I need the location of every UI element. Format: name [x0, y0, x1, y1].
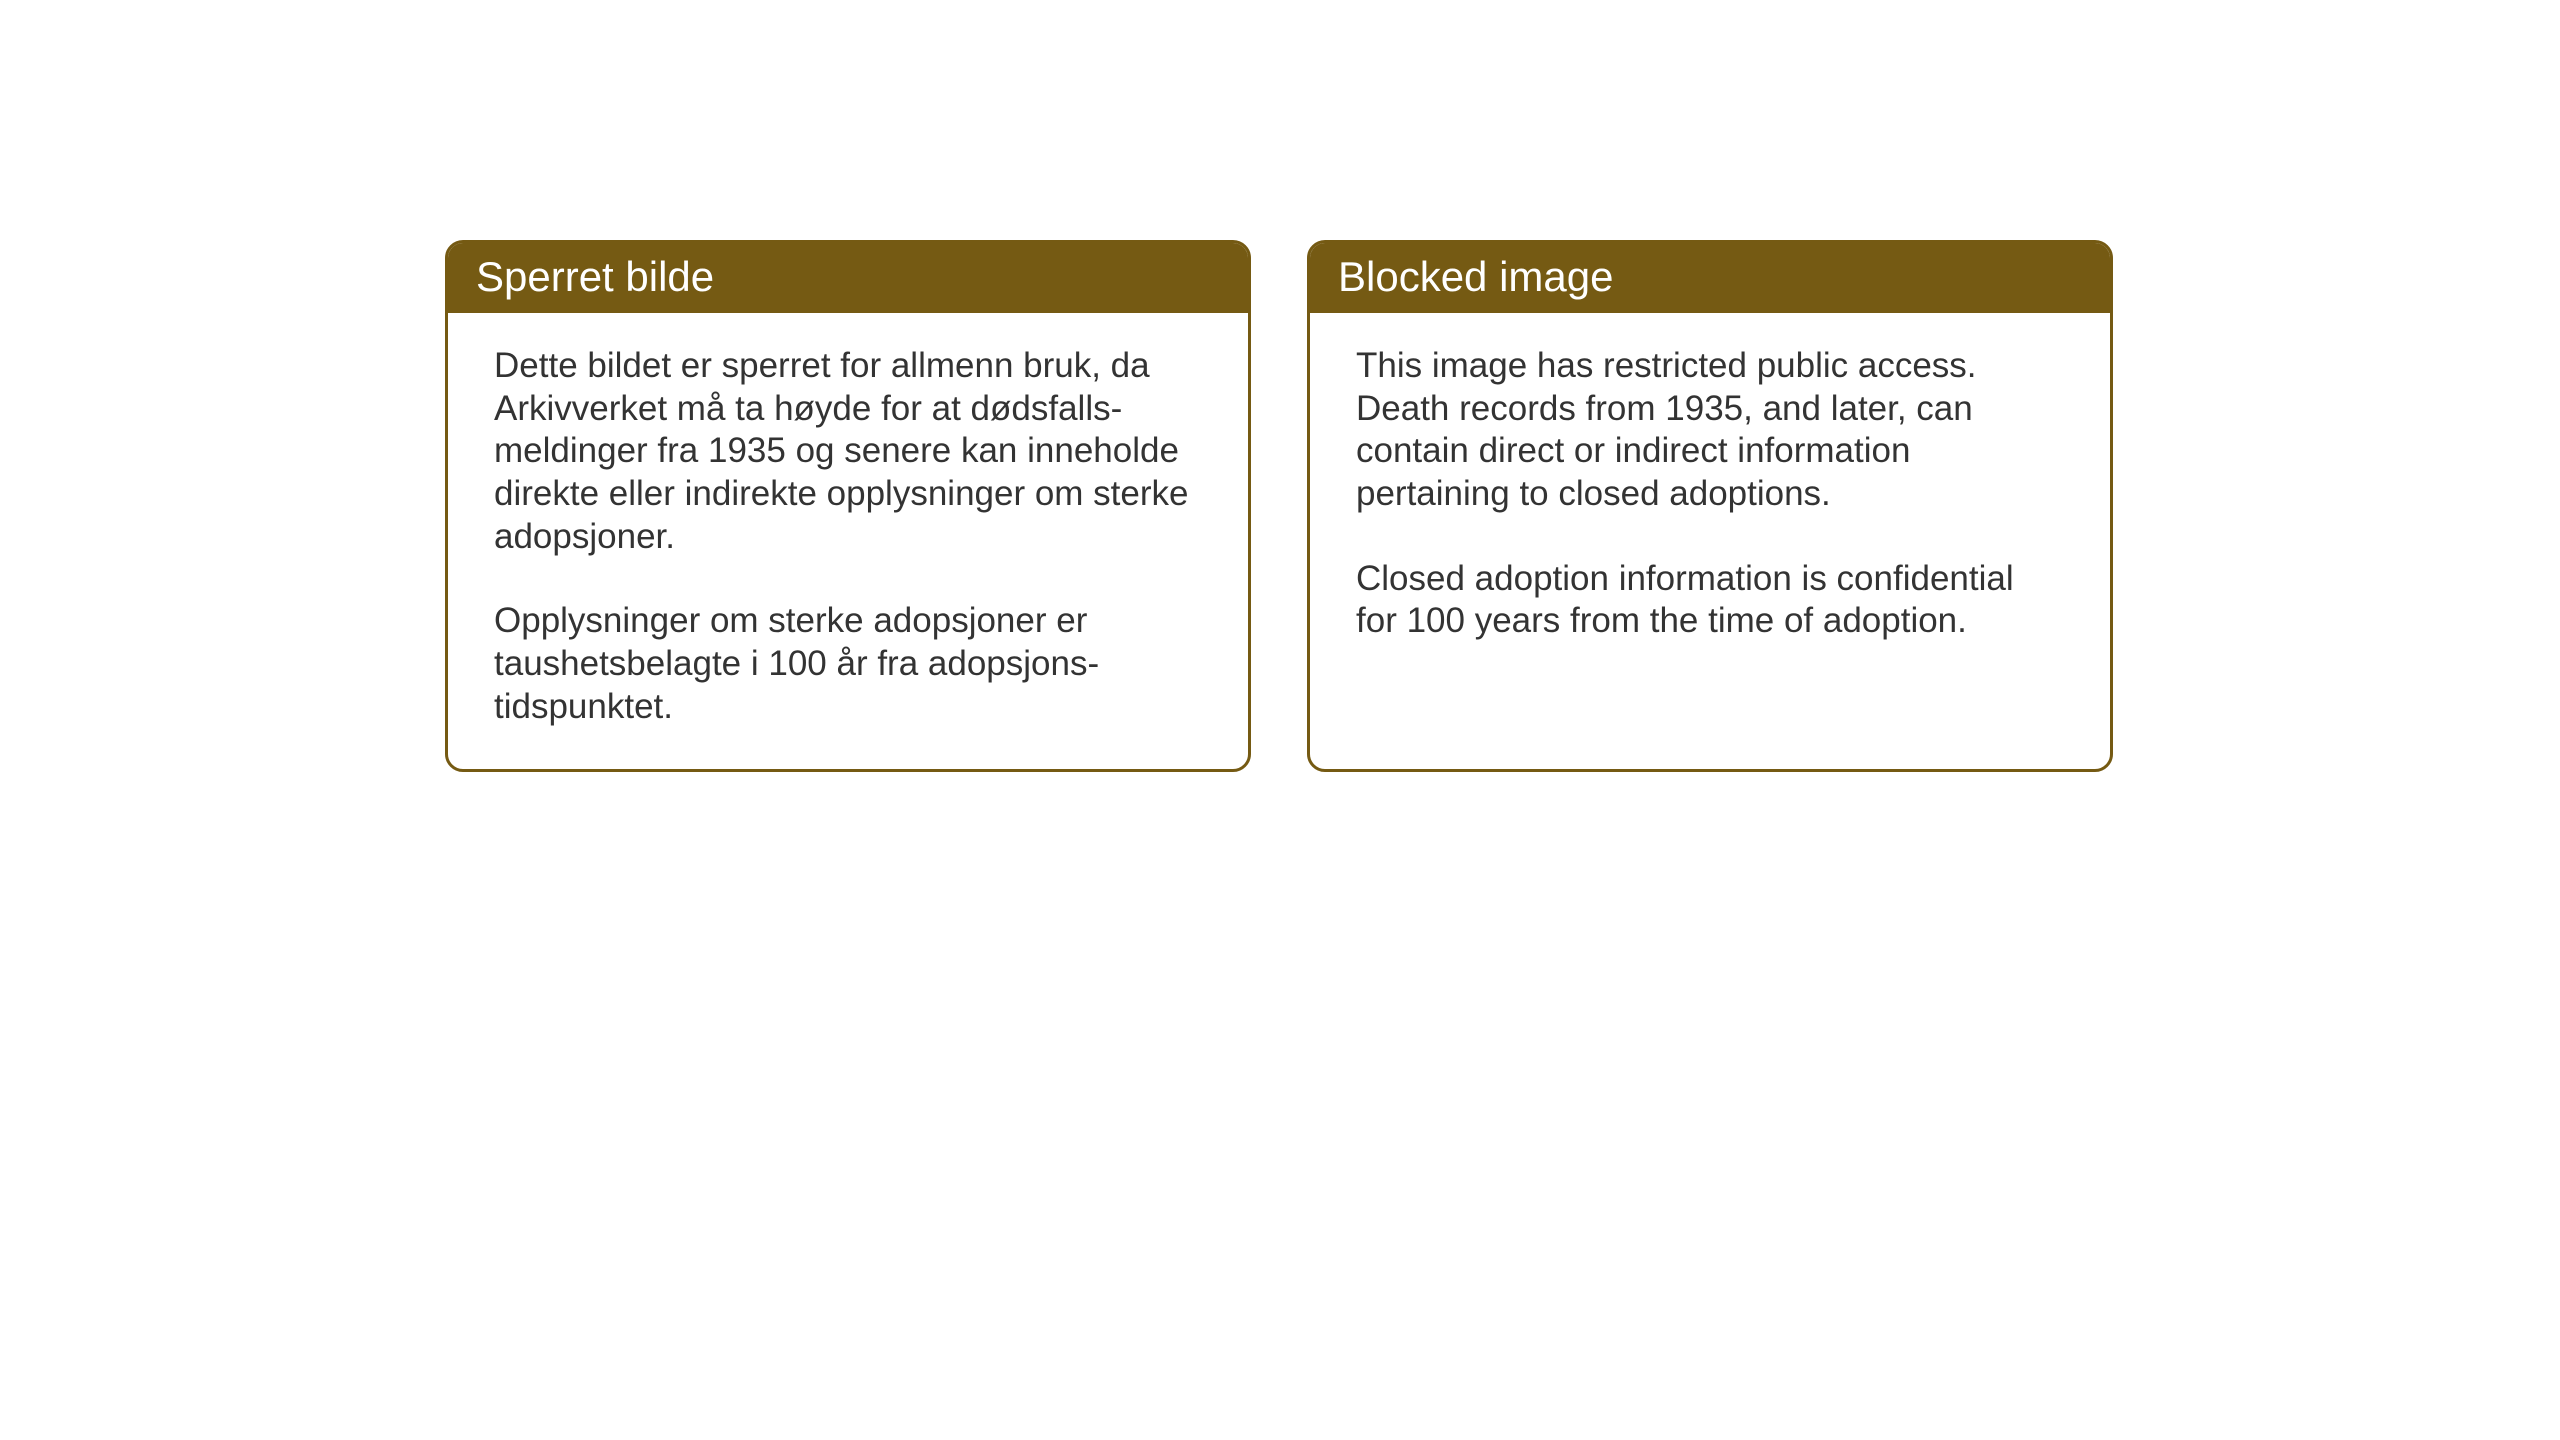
norwegian-card-title: Sperret bilde	[476, 253, 714, 300]
norwegian-paragraph-1: Dette bildet er sperret for allmenn bruk…	[494, 345, 1202, 558]
english-card: Blocked image This image has restricted …	[1307, 240, 2113, 772]
english-paragraph-1: This image has restricted public access.…	[1356, 345, 2064, 516]
norwegian-card-header: Sperret bilde	[448, 243, 1248, 313]
norwegian-paragraph-2: Opplysninger om sterke adopsjoner er tau…	[494, 600, 1202, 728]
english-paragraph-2: Closed adoption information is confident…	[1356, 558, 2064, 643]
norwegian-card-body: Dette bildet er sperret for allmenn bruk…	[448, 313, 1248, 769]
english-card-body: This image has restricted public access.…	[1310, 313, 2110, 753]
english-card-title: Blocked image	[1338, 253, 1613, 300]
english-card-header: Blocked image	[1310, 243, 2110, 313]
cards-container: Sperret bilde Dette bildet er sperret fo…	[445, 240, 2113, 772]
norwegian-card: Sperret bilde Dette bildet er sperret fo…	[445, 240, 1251, 772]
